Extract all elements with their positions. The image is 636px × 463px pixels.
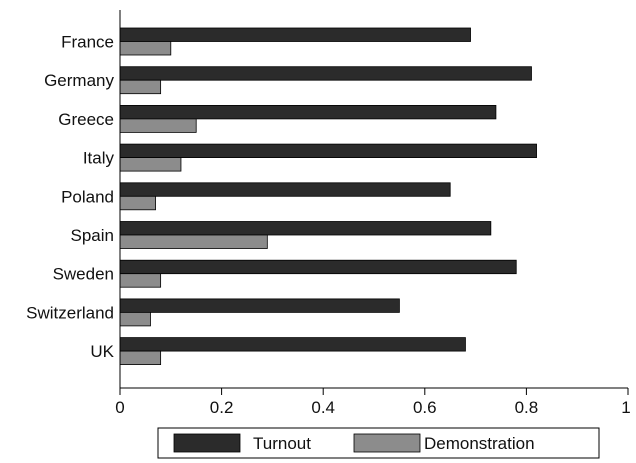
bar-demonstration-italy	[119, 157, 182, 172]
bar-turnout-spain	[119, 221, 492, 236]
legend-label-demonstration: Demonstration	[424, 434, 535, 453]
bar-turnout-poland	[119, 182, 451, 197]
x-tick-label: 0.6	[413, 398, 437, 417]
category-label: Switzerland	[26, 303, 114, 322]
bars-group	[119, 27, 537, 366]
x-tick-label: 1	[621, 398, 630, 417]
bar-demonstration-poland	[119, 195, 156, 211]
bar-turnout-france	[119, 27, 471, 42]
bar-demonstration-france	[119, 41, 172, 56]
category-labels: France Germany Greece Italy Poland Spain Swede…	[26, 33, 115, 362]
bar-turnout-germany	[119, 66, 532, 81]
category-label: Spain	[71, 226, 114, 245]
bar-demonstration-spain	[119, 234, 268, 249]
bar-demonstration-uk	[119, 350, 162, 366]
bar-turnout-greece	[119, 105, 497, 120]
x-tick-labels: 0 0.2 0.4 0.6 0.8 1	[115, 398, 630, 417]
legend-key-demonstration	[353, 433, 421, 453]
bar-turnout-sweden	[119, 259, 517, 275]
legend-key-turnout	[173, 433, 241, 453]
category-label: Poland	[61, 187, 114, 206]
bar-demonstration-germany	[119, 79, 162, 95]
category-label: France	[61, 33, 114, 52]
bar-demonstration-switzerland	[119, 311, 151, 327]
bar-demonstration-greece	[119, 118, 197, 133]
x-tick-label: 0.8	[515, 398, 539, 417]
x-tick-label: 0.2	[210, 398, 234, 417]
category-label: Greece	[58, 110, 114, 129]
bar-demonstration-sweden	[119, 273, 162, 288]
bar-turnout-switzerland	[119, 298, 400, 313]
category-label: Italy	[83, 149, 115, 168]
bar-turnout-italy	[119, 143, 537, 159]
legend-label-turnout: Turnout	[253, 434, 311, 453]
bar-turnout-uk	[119, 337, 466, 352]
category-label: Sweden	[53, 265, 114, 284]
category-label: UK	[90, 342, 114, 361]
legend: Turnout Demonstration	[157, 427, 600, 459]
x-tick-label: 0.4	[311, 398, 335, 417]
axes	[119, 10, 629, 395]
x-tick-label: 0	[115, 398, 124, 417]
category-label: Germany	[44, 71, 114, 90]
